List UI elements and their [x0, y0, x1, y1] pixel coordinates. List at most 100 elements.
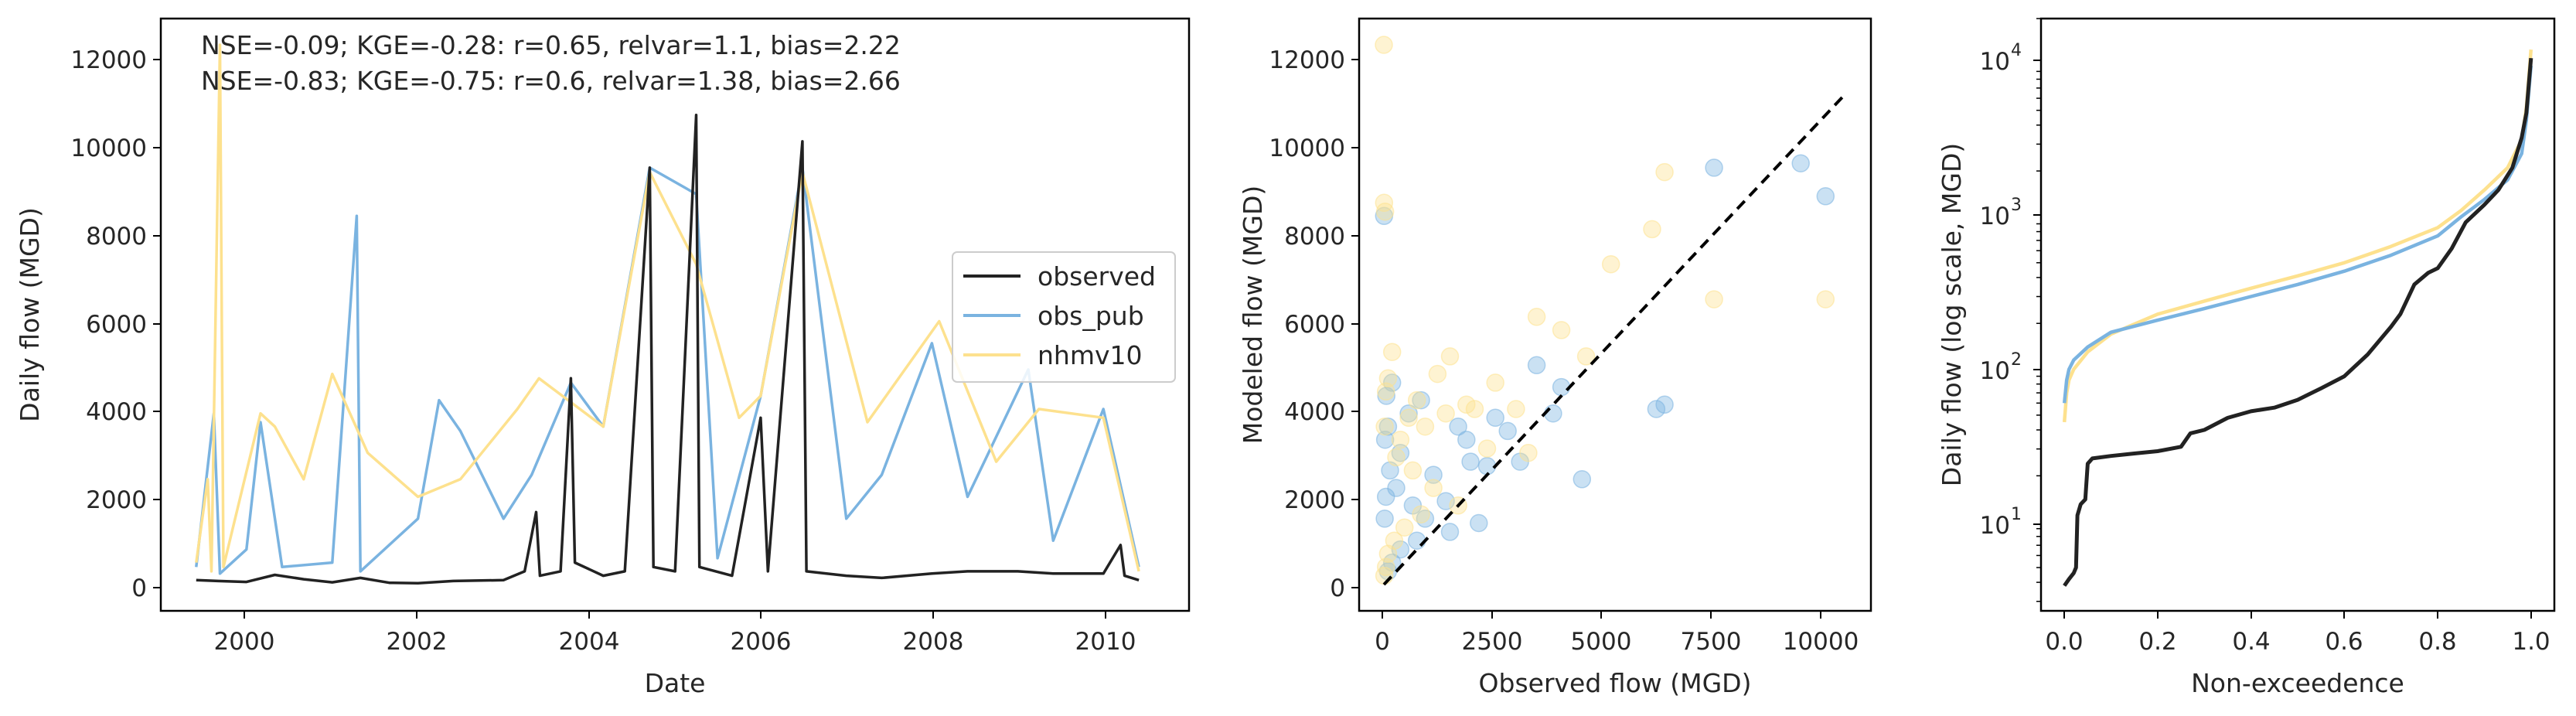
timeseries-xtick-label: 2010 [1075, 628, 1136, 656]
scatter-point-obs-pub [1791, 154, 1810, 172]
scatter-point-nhmv10 [1387, 448, 1406, 467]
timeseries-ytick-label: 2000 [86, 486, 147, 514]
scatter-xtick-label: 7500 [1681, 628, 1742, 656]
timeseries-ticks: 2000 2002 2004 2006 2008 2010 0 2000 400… [70, 46, 1136, 656]
timeseries-ytick: 8000 [86, 223, 161, 251]
fdc-panel: 0.0 0.2 0.4 0.6 0.8 1.0 10 1 10 2 10 3 10 4 … [1937, 17, 2556, 698]
fdc-ytick: 10 4 [1980, 41, 2041, 76]
fdc-plot-area [2036, 18, 2533, 602]
timeseries-line-observed [196, 114, 1140, 585]
scatter-plot-area [1375, 36, 1848, 586]
scatter-point-nhmv10 [1440, 347, 1460, 366]
fdc-ytick-exponent: 4 [2011, 41, 2022, 60]
one-to-one-line [1382, 92, 1848, 586]
scatter-ytick: 4000 [1284, 398, 1359, 426]
scatter-ytick: 2000 [1284, 486, 1359, 514]
scatter-point-nhmv10 [1403, 461, 1423, 480]
timeseries-xtick: 2010 [1075, 611, 1136, 656]
fdc-ytick-label: 10 [1980, 203, 2010, 230]
timeseries-line-nhmv10 [195, 43, 1140, 573]
timeseries-ytick: 2000 [86, 486, 161, 514]
fdc-ytick-exponent: 1 [2011, 505, 2022, 524]
timeseries-xtick-label: 2008 [903, 628, 964, 656]
scatter-ytick-label: 6000 [1284, 311, 1345, 339]
scatter-point-obs-pub [1377, 387, 1395, 405]
scatter-point-obs-pub [1381, 461, 1399, 480]
fdc-line-observed [2063, 57, 2533, 587]
timeseries-ytick-label: 8000 [86, 223, 147, 251]
scatter-point-nhmv10 [1424, 479, 1443, 497]
legend: observed obs_pub nhmv10 [952, 251, 1176, 383]
timeseries-xtick: 2006 [731, 611, 791, 656]
fdc-xtick: 0.6 [2325, 611, 2363, 656]
fdc-xtick-label: 0.6 [2325, 628, 2363, 656]
scatter-point-nhmv10 [1375, 417, 1394, 436]
scatter-point-nhmv10 [1407, 390, 1426, 410]
fdc-x-axis-label: Non-exceedence [2191, 668, 2404, 698]
legend-label-obs-pub: obs_pub [1038, 301, 1144, 331]
timeseries-ytick-label: 6000 [86, 311, 147, 339]
scatter-point-obs-pub [1375, 510, 1394, 528]
scatter-panel: 0 2500 5000 7500 10000 0 2000 4000 6000 … [1238, 17, 1872, 698]
scatter-point-obs-pub [1486, 408, 1504, 428]
scatter-point-obs-pub [1647, 400, 1666, 418]
scatter-ytick: 12000 [1269, 46, 1359, 74]
scatter-point-obs-pub [1387, 479, 1406, 497]
scatter-point-nhmv10 [1465, 400, 1484, 418]
fdc-ytick: 10 2 [1980, 350, 2041, 385]
scatter-point-obs-pub [1440, 523, 1460, 541]
scatter-point-nhmv10 [1428, 364, 1447, 384]
timeseries-ytick: 12000 [70, 46, 161, 74]
scatter-point-obs-pub [1399, 404, 1418, 423]
scatter-ytick: 10000 [1269, 135, 1359, 162]
scatter-ytick-label: 12000 [1269, 46, 1345, 74]
timeseries-ytick: 10000 [70, 135, 161, 162]
fdc-line-obs-pub [2062, 65, 2533, 404]
scatter-y-axis-label: Modeled flow (MGD) [1238, 186, 1268, 444]
timeseries-ytick-label: 0 [131, 575, 147, 602]
scatter-point-nhmv10 [1376, 382, 1395, 401]
fdc-ytick-label: 10 [1980, 512, 2010, 540]
scatter-xtick: 0 [1375, 611, 1390, 656]
scatter-point-nhmv10 [1519, 443, 1538, 462]
scatter-point-nhmv10 [1412, 505, 1430, 523]
fdc-frame [2039, 17, 2556, 612]
scatter-point-nhmv10 [1527, 308, 1546, 326]
scatter-point-obs-pub [1412, 390, 1430, 410]
scatter-point-nhmv10 [1385, 531, 1404, 550]
scatter-xtick: 10000 [1783, 611, 1859, 656]
fdc-xtick: 1.0 [2512, 611, 2550, 656]
scatter-ytick-label: 8000 [1284, 223, 1345, 251]
fdc-ytick-exponent: 2 [2011, 350, 2022, 370]
scatter-point-nhmv10 [1399, 408, 1418, 428]
fdc-line-nhmv10 [2062, 49, 2533, 423]
scatter-point-nhmv10 [1457, 395, 1476, 414]
timeseries-xtick: 2008 [903, 611, 964, 656]
obs-pub-stats-annotation: NSE=-0.09; KGE=-0.28: r=0.65, relvar=1.1… [201, 30, 901, 60]
scatter-x-axis-label: Observed flow (MGD) [1479, 668, 1752, 698]
fdc-xtick-label: 0.0 [2045, 628, 2083, 656]
timeseries-xtick-label: 2002 [387, 628, 448, 656]
scatter-ytick: 0 [1330, 575, 1359, 602]
scatter-point-nhmv10 [1552, 321, 1571, 339]
fdc-xtick: 0.0 [2045, 611, 2084, 656]
nhmv10-stats-annotation: NSE=-0.83; KGE=-0.75: r=0.6, relvar=1.38… [201, 66, 901, 96]
fdc-xtick: 0.8 [2418, 611, 2457, 656]
timeseries-ytick: 4000 [86, 398, 161, 426]
fdc-ticks: 0.0 0.2 0.4 0.6 0.8 1.0 10 1 10 2 10 3 10 4 [1980, 41, 2550, 656]
scatter-point-obs-pub [1655, 395, 1674, 414]
timeseries-xtick: 2000 [214, 611, 274, 656]
scatter-ticks: 0 2500 5000 7500 10000 0 2000 4000 6000 … [1269, 46, 1859, 656]
scatter-point-nhmv10 [1576, 347, 1596, 366]
scatter-ytick-label: 2000 [1284, 486, 1345, 514]
scatter-point-nhmv10 [1378, 369, 1398, 388]
scatter-point-obs-pub [1544, 404, 1562, 423]
timeseries-plot-area [195, 43, 1140, 585]
fdc-ytick-label: 10 [1980, 357, 2010, 385]
scatter-point-nhmv10 [1507, 400, 1525, 418]
scatter-point-obs-pub [1449, 417, 1467, 436]
scatter-point-obs-pub [1375, 430, 1395, 449]
timeseries-xtick: 2004 [559, 611, 619, 656]
fdc-ytick: 10 3 [1980, 196, 2041, 230]
